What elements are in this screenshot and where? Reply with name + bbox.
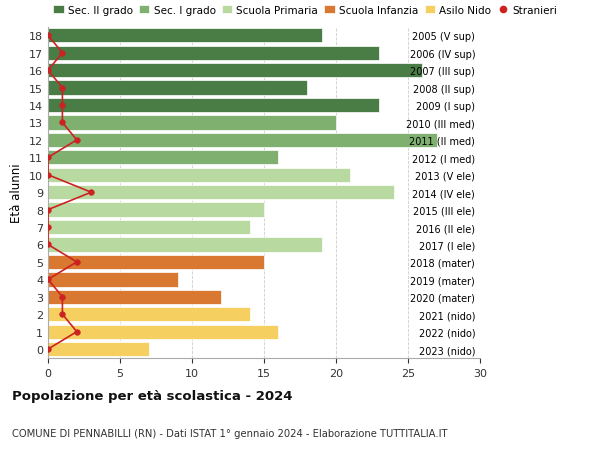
Bar bbox=[48, 46, 379, 61]
Bar bbox=[48, 99, 379, 113]
Text: Anni di nascita: Anni di nascita bbox=[597, 149, 600, 236]
Y-axis label: Età alunni: Età alunni bbox=[10, 163, 23, 223]
Legend: Sec. II grado, Sec. I grado, Scuola Primaria, Scuola Infanzia, Asilo Nido, Stran: Sec. II grado, Sec. I grado, Scuola Prim… bbox=[53, 6, 557, 16]
Bar bbox=[48, 81, 307, 95]
Bar bbox=[48, 29, 322, 43]
Bar bbox=[48, 342, 149, 357]
Bar bbox=[48, 325, 278, 339]
Bar bbox=[48, 203, 264, 217]
Bar bbox=[48, 308, 250, 322]
Bar bbox=[48, 168, 350, 183]
Bar bbox=[48, 290, 221, 304]
Bar bbox=[48, 238, 322, 252]
Bar bbox=[48, 255, 264, 269]
Bar bbox=[48, 116, 336, 130]
Bar bbox=[48, 134, 437, 148]
Text: Popolazione per età scolastica - 2024: Popolazione per età scolastica - 2024 bbox=[12, 389, 293, 403]
Bar bbox=[48, 220, 250, 235]
Text: COMUNE DI PENNABILLI (RN) - Dati ISTAT 1° gennaio 2024 - Elaborazione TUTTITALIA: COMUNE DI PENNABILLI (RN) - Dati ISTAT 1… bbox=[12, 428, 448, 438]
Bar bbox=[48, 273, 178, 287]
Bar bbox=[48, 64, 422, 78]
Bar bbox=[48, 185, 394, 200]
Bar bbox=[48, 151, 278, 165]
